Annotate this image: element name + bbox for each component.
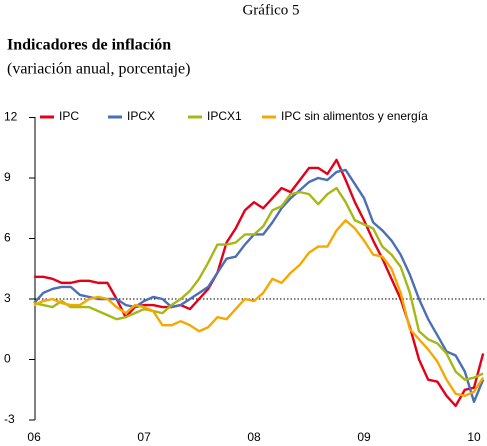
- y-tick-label: 6: [4, 231, 11, 245]
- legend-label: IPCX: [127, 109, 155, 123]
- x-tick-label: 09: [357, 430, 371, 444]
- y-tick-label: -3: [4, 412, 15, 426]
- y-tick-label: 3: [4, 291, 11, 305]
- series-line: [34, 158, 485, 408]
- legend-label: IPC: [59, 109, 79, 123]
- legend-label: IPCX1: [207, 109, 242, 123]
- y-tick-label: 0: [4, 352, 11, 366]
- x-tick-label: 07: [137, 430, 151, 444]
- x-tick-label: 10: [467, 430, 481, 444]
- y-tick-label: 12: [4, 110, 18, 124]
- y-tick-label: 9: [4, 170, 11, 184]
- x-tick-label: 06: [27, 430, 41, 444]
- series-line: [33, 186, 484, 381]
- x-tick-label: 08: [247, 430, 261, 444]
- chart-title: Indicadores de inflación: [7, 37, 171, 54]
- legend-label: IPC sin alimentos y energía: [281, 109, 428, 123]
- chart-subtitle: (variación anual, porcentaje): [7, 61, 190, 78]
- chart-header: Gráfico 5: [242, 2, 299, 18]
- series-line: [33, 219, 485, 397]
